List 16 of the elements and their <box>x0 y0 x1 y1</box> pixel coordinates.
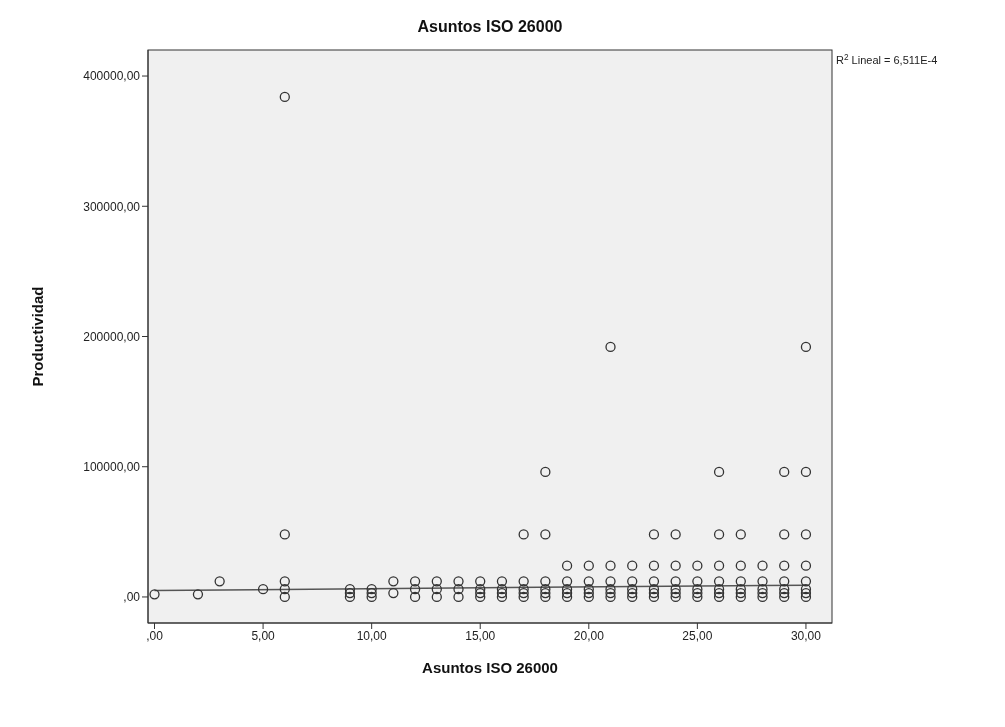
y-axis-title: Productividad <box>29 286 47 387</box>
y-tick-label: ,00 <box>123 590 141 605</box>
y-tick-label: 400000,00 <box>83 69 141 84</box>
x-tick-label: ,00 <box>146 628 164 643</box>
x-tick-label: 5,00 <box>251 628 276 643</box>
chart-title: Asuntos ISO 26000 <box>417 18 563 35</box>
x-tick-label: 10,00 <box>356 628 387 643</box>
x-tick-label: 30,00 <box>790 628 822 643</box>
x-tick-label: 15,00 <box>465 628 496 643</box>
text: R$^{2}$ Lineal = 6,511E-4 <box>836 52 938 66</box>
y-tick-label: 300000,00 <box>83 199 141 214</box>
x-tick-label: 20,00 <box>573 628 605 643</box>
x-tick-label: 25,00 <box>682 628 713 643</box>
y-tick-label: 100000,00 <box>83 459 141 474</box>
x-axis-title: Asuntos ISO 26000 <box>422 659 558 676</box>
y-tick-label: 200000,00 <box>83 329 141 344</box>
